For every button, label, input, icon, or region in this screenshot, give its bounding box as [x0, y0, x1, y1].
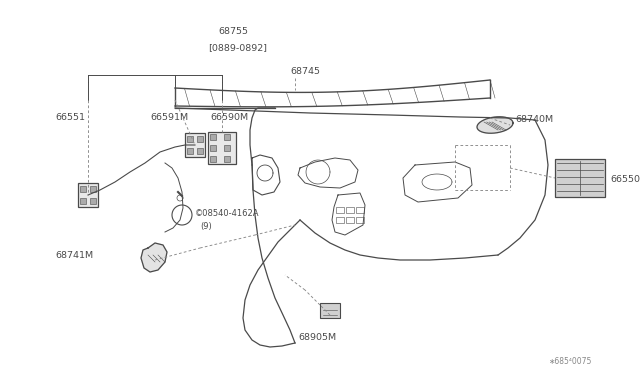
Bar: [210, 145, 216, 151]
Text: 68740M: 68740M: [515, 115, 553, 125]
Bar: [210, 155, 216, 162]
Bar: [90, 186, 96, 192]
Bar: [197, 136, 203, 142]
Text: 68745: 68745: [290, 67, 320, 77]
Bar: [80, 186, 86, 192]
Bar: [224, 145, 230, 151]
Bar: [346, 217, 354, 223]
Text: 68741M: 68741M: [55, 250, 93, 260]
Text: ©08540-4162A: ©08540-4162A: [195, 208, 259, 218]
Text: ∗685⁴0075: ∗685⁴0075: [548, 357, 591, 366]
Text: 68755: 68755: [218, 28, 248, 36]
Bar: [80, 198, 86, 204]
Bar: [346, 207, 354, 213]
Text: [0889-0892]: [0889-0892]: [208, 44, 267, 52]
Text: 66590M: 66590M: [210, 113, 248, 122]
Bar: [187, 148, 193, 154]
Polygon shape: [141, 243, 167, 272]
Bar: [336, 217, 344, 223]
Bar: [210, 134, 216, 140]
Bar: [185, 133, 205, 157]
Bar: [555, 159, 605, 197]
Text: 66551: 66551: [55, 113, 85, 122]
Text: 66550: 66550: [610, 176, 640, 185]
Bar: [197, 148, 203, 154]
Bar: [336, 207, 344, 213]
Bar: [90, 198, 96, 204]
Text: 68905M: 68905M: [298, 334, 336, 343]
Polygon shape: [477, 117, 513, 133]
Bar: [224, 155, 230, 162]
Bar: [187, 136, 193, 142]
Text: (9): (9): [200, 222, 212, 231]
Bar: [320, 303, 340, 318]
Bar: [78, 183, 98, 207]
Bar: [208, 132, 236, 164]
Bar: [224, 134, 230, 140]
Bar: [356, 207, 364, 213]
Text: 66591M: 66591M: [150, 113, 188, 122]
Bar: [356, 217, 364, 223]
